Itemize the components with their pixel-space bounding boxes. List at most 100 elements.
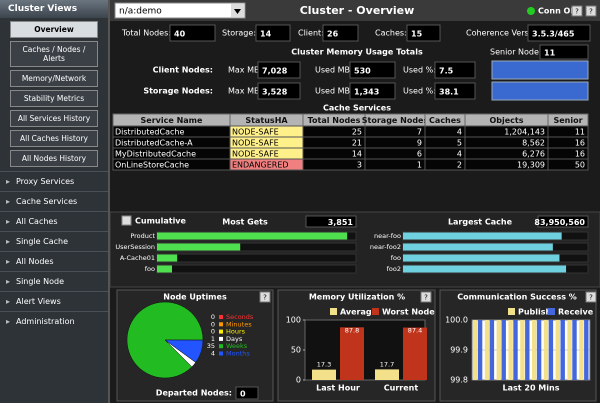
view-button[interactable]: Caches / Nodes / Alerts — [10, 41, 98, 67]
table-cell-text: ENDANGERED — [232, 161, 289, 170]
list-label: near-foo2 — [370, 243, 401, 251]
legend-label: Publish — [518, 308, 552, 317]
table-cell-text: 16 — [575, 139, 585, 148]
list-max-box — [305, 215, 357, 228]
memory-value: 530 — [354, 67, 371, 76]
table-header: Caches — [429, 116, 461, 125]
senior-label: Senior Node: — [490, 48, 542, 57]
legend-label: Months — [226, 350, 250, 358]
list-label: foo — [145, 265, 155, 273]
table-cell-text: OnLineStoreCache — [115, 161, 189, 170]
pie-slice — [126, 301, 204, 379]
value-label: 17.7 — [380, 360, 394, 368]
table-cell-text: 6,276 — [522, 150, 545, 159]
table-cell-text: MyDistributedCache — [115, 150, 196, 159]
table-cell-text: DistributedCache — [115, 128, 184, 137]
section-header[interactable]: Single Node — [0, 271, 108, 291]
sidebar: Cluster Views Overview Caches / Nodes / A… — [0, 0, 110, 403]
summary-label: Coherence Version: — [466, 29, 544, 38]
summary-value: 3.5.3/465 — [532, 30, 575, 39]
list-bar — [403, 254, 560, 262]
summary-label: Client: — [298, 29, 324, 38]
table-cell-text: 4 — [457, 150, 462, 159]
legend-label: Weeks — [226, 342, 248, 350]
legend-label: Receive — [558, 308, 594, 317]
legend-swatch — [372, 308, 379, 315]
section-header[interactable]: Administration — [0, 311, 108, 331]
bar — [508, 320, 513, 380]
table-cell-text: 25 — [352, 128, 362, 137]
legend-swatch — [219, 315, 223, 319]
table-header: Service Name — [141, 116, 203, 125]
bar — [473, 320, 478, 380]
summary-value: 15 — [411, 30, 423, 39]
y-tick-label: 50 — [291, 346, 301, 355]
table-header: StatusHA — [245, 116, 288, 125]
help-icon: ? — [589, 8, 593, 16]
legend-label: Hours — [226, 328, 246, 336]
legend-swatch — [508, 308, 515, 315]
overview-panel: n/a:demo Cluster - Overview Conn OK? ? Total… — [110, 0, 600, 402]
legend-count: 35 — [207, 342, 215, 350]
bar — [520, 320, 525, 380]
legend-swatch — [548, 308, 555, 315]
section-header[interactable]: Proxy Services — [0, 171, 108, 191]
help-button[interactable] — [571, 5, 583, 17]
y-tick-label: 99.9 — [450, 346, 468, 355]
table-header: Objects — [489, 116, 523, 125]
section-header[interactable]: Alert Views — [0, 291, 108, 311]
bar — [555, 320, 560, 380]
help-button[interactable] — [259, 291, 271, 303]
view-button[interactable]: Stability Metrics — [10, 90, 98, 107]
view-button[interactable]: Memory/Network — [10, 70, 98, 87]
summary-label: Total Nodes: — [121, 29, 171, 38]
memory-row-label: Client Nodes: — [153, 66, 213, 75]
summary-value: 14 — [260, 30, 272, 39]
table-cell-text: 11 — [575, 128, 585, 137]
help-icon: ? — [575, 8, 579, 16]
table-cell-text: 1,204,143 — [504, 128, 545, 137]
list-bar — [403, 232, 562, 240]
section-header[interactable]: Single Cache — [0, 231, 108, 251]
section-header[interactable]: Cache Services — [0, 191, 108, 211]
help-icon: ? — [424, 294, 428, 302]
list-label: near-foo — [374, 232, 401, 240]
help-button[interactable] — [420, 291, 432, 303]
memory-title: Cluster Memory Usage Totals — [291, 48, 423, 57]
summary-label: Caches: — [375, 29, 407, 38]
list-track — [156, 253, 357, 263]
list-bar — [157, 243, 241, 251]
memory-value: 7,028 — [262, 67, 288, 76]
view-button[interactable]: All Services History — [10, 110, 98, 127]
view-button[interactable]: Overview — [10, 21, 98, 38]
x-tick-label: Last Hour — [316, 384, 360, 393]
y-tick-label: 0 — [296, 376, 301, 385]
bar — [532, 320, 537, 380]
cumulative-checkbox[interactable] — [121, 215, 132, 226]
table-cell-text: NODE-SAFE — [232, 128, 279, 137]
legend-label: Minutes — [226, 320, 252, 328]
bar — [375, 369, 399, 380]
bar — [312, 369, 336, 380]
table-cell-text: DistributedCache-A — [115, 139, 193, 148]
help-button[interactable] — [585, 5, 597, 17]
list-track — [156, 264, 357, 274]
sidebar-title: Cluster Views — [0, 0, 108, 18]
view-button[interactable]: All Caches History — [10, 130, 98, 147]
memory-col-label: Max MB: — [228, 87, 262, 96]
x-axis-label: Last 20 Mins — [503, 384, 560, 393]
table-cell-text: 14 — [352, 150, 362, 159]
value-label: 87.4 — [408, 327, 422, 335]
selector[interactable] — [114, 2, 246, 19]
summary-value-box — [255, 24, 291, 42]
section-header[interactable]: All Nodes — [0, 251, 108, 271]
help-button[interactable] — [585, 291, 597, 303]
table-cell-text: 6 — [417, 150, 422, 159]
memory-col-label: Used %: — [403, 66, 436, 75]
section-header[interactable]: All Caches — [0, 211, 108, 231]
table-header: Total Nodes — [308, 116, 361, 125]
table-cell — [547, 158, 589, 171]
list-title: Most Gets — [222, 218, 268, 227]
bar — [513, 320, 518, 380]
view-button[interactable]: All Nodes History — [10, 150, 98, 167]
